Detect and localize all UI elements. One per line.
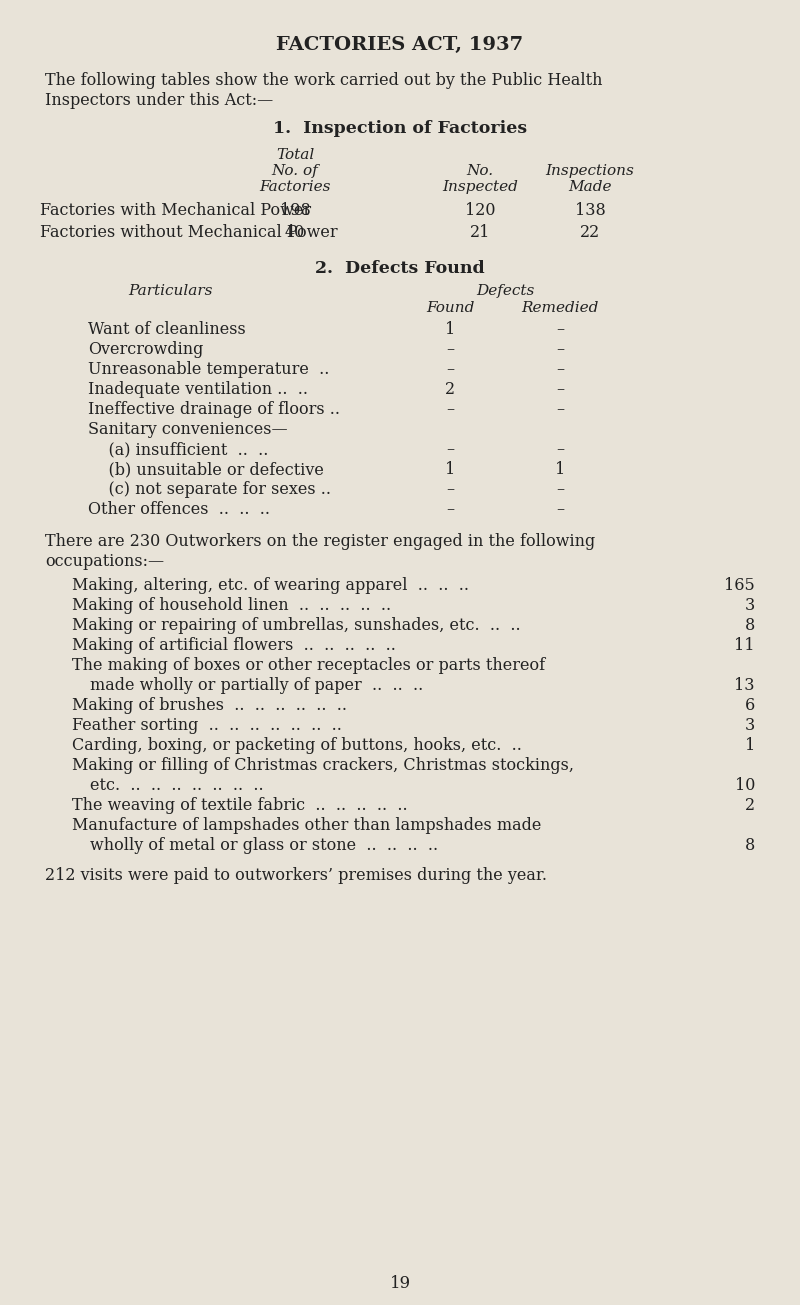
Text: Making or repairing of umbrellas, sunshades, etc.  ..  ..: Making or repairing of umbrellas, sunsha… xyxy=(72,617,521,634)
Text: –: – xyxy=(446,441,454,458)
Text: –: – xyxy=(446,341,454,358)
Text: 2: 2 xyxy=(445,381,455,398)
Text: The weaving of textile fabric  ..  ..  ..  ..  ..: The weaving of textile fabric .. .. .. .… xyxy=(72,797,408,814)
Text: Making, altering, etc. of wearing apparel  ..  ..  ..: Making, altering, etc. of wearing appare… xyxy=(72,577,469,594)
Text: 1: 1 xyxy=(745,737,755,754)
Text: There are 230 Outworkers on the register engaged in the following: There are 230 Outworkers on the register… xyxy=(45,532,595,549)
Text: Found: Found xyxy=(426,301,474,315)
Text: Manufacture of lampshades other than lampshades made: Manufacture of lampshades other than lam… xyxy=(72,817,542,834)
Text: –: – xyxy=(556,321,564,338)
Text: 1: 1 xyxy=(445,461,455,478)
Text: –: – xyxy=(556,482,564,499)
Text: wholly of metal or glass or stone  ..  ..  ..  ..: wholly of metal or glass or stone .. .. … xyxy=(90,837,438,853)
Text: 198: 198 xyxy=(280,202,310,219)
Text: 11: 11 xyxy=(734,637,755,654)
Text: 22: 22 xyxy=(580,224,600,241)
Text: Making of artificial flowers  ..  ..  ..  ..  ..: Making of artificial flowers .. .. .. ..… xyxy=(72,637,396,654)
Text: –: – xyxy=(556,401,564,418)
Text: –: – xyxy=(446,501,454,518)
Text: Unreasonable temperature  ..: Unreasonable temperature .. xyxy=(88,361,330,378)
Text: 6: 6 xyxy=(745,697,755,714)
Text: Making of brushes  ..  ..  ..  ..  ..  ..: Making of brushes .. .. .. .. .. .. xyxy=(72,697,347,714)
Text: occupations:—: occupations:— xyxy=(45,553,164,570)
Text: 2: 2 xyxy=(745,797,755,814)
Text: Defects: Defects xyxy=(476,284,534,298)
Text: Sanitary conveniences—: Sanitary conveniences— xyxy=(88,422,288,438)
Text: made wholly or partially of paper  ..  ..  ..: made wholly or partially of paper .. .. … xyxy=(90,677,423,694)
Text: 21: 21 xyxy=(470,224,490,241)
Text: 138: 138 xyxy=(574,202,606,219)
Text: Overcrowding: Overcrowding xyxy=(88,341,203,358)
Text: –: – xyxy=(556,381,564,398)
Text: Particulars: Particulars xyxy=(128,284,212,298)
Text: (a) insufficient  ..  ..: (a) insufficient .. .. xyxy=(88,441,268,458)
Text: etc.  ..  ..  ..  ..  ..  ..  ..: etc. .. .. .. .. .. .. .. xyxy=(90,776,264,793)
Text: 13: 13 xyxy=(734,677,755,694)
Text: Feather sorting  ..  ..  ..  ..  ..  ..  ..: Feather sorting .. .. .. .. .. .. .. xyxy=(72,716,342,733)
Text: Ineffective drainage of floors ..: Ineffective drainage of floors .. xyxy=(88,401,340,418)
Text: 40: 40 xyxy=(285,224,305,241)
Text: 3: 3 xyxy=(745,596,755,613)
Text: Want of cleanliness: Want of cleanliness xyxy=(88,321,246,338)
Text: –: – xyxy=(446,361,454,378)
Text: –: – xyxy=(556,341,564,358)
Text: –: – xyxy=(446,401,454,418)
Text: No.: No. xyxy=(466,164,494,177)
Text: Other offences  ..  ..  ..: Other offences .. .. .. xyxy=(88,501,270,518)
Text: 2.  Defects Found: 2. Defects Found xyxy=(315,260,485,277)
Text: 8: 8 xyxy=(745,837,755,853)
Text: Made: Made xyxy=(568,180,612,194)
Text: Remedied: Remedied xyxy=(522,301,598,315)
Text: –: – xyxy=(556,441,564,458)
Text: No. of: No. of xyxy=(272,164,318,177)
Text: 165: 165 xyxy=(724,577,755,594)
Text: Carding, boxing, or packeting of buttons, hooks, etc.  ..: Carding, boxing, or packeting of buttons… xyxy=(72,737,522,754)
Text: Total: Total xyxy=(276,147,314,162)
Text: 1: 1 xyxy=(555,461,565,478)
Text: FACTORIES ACT, 1937: FACTORIES ACT, 1937 xyxy=(277,37,523,54)
Text: 19: 19 xyxy=(390,1275,410,1292)
Text: Factories: Factories xyxy=(259,180,330,194)
Text: 8: 8 xyxy=(745,617,755,634)
Text: (b) unsuitable or defective: (b) unsuitable or defective xyxy=(88,461,324,478)
Text: (c) not separate for sexes ..: (c) not separate for sexes .. xyxy=(88,482,331,499)
Text: 1.  Inspection of Factories: 1. Inspection of Factories xyxy=(273,120,527,137)
Text: 1: 1 xyxy=(445,321,455,338)
Text: Making of household linen  ..  ..  ..  ..  ..: Making of household linen .. .. .. .. .. xyxy=(72,596,391,613)
Text: Factories with Mechanical Power: Factories with Mechanical Power xyxy=(40,202,311,219)
Text: –: – xyxy=(446,482,454,499)
Text: 120: 120 xyxy=(465,202,495,219)
Text: –: – xyxy=(556,361,564,378)
Text: Inspectors under this Act:—: Inspectors under this Act:— xyxy=(45,91,274,110)
Text: Inadequate ventilation ..  ..: Inadequate ventilation .. .. xyxy=(88,381,308,398)
Text: The following tables show the work carried out by the Public Health: The following tables show the work carri… xyxy=(45,72,602,89)
Text: 10: 10 xyxy=(734,776,755,793)
Text: The making of boxes or other receptacles or parts thereof: The making of boxes or other receptacles… xyxy=(72,656,545,673)
Text: –: – xyxy=(556,501,564,518)
Text: Inspections: Inspections xyxy=(546,164,634,177)
Text: Factories without Mechanical Power: Factories without Mechanical Power xyxy=(40,224,338,241)
Text: 3: 3 xyxy=(745,716,755,733)
Text: 212 visits were paid to outworkers’ premises during the year.: 212 visits were paid to outworkers’ prem… xyxy=(45,867,547,883)
Text: Making or filling of Christmas crackers, Christmas stockings,: Making or filling of Christmas crackers,… xyxy=(72,757,574,774)
Text: Inspected: Inspected xyxy=(442,180,518,194)
